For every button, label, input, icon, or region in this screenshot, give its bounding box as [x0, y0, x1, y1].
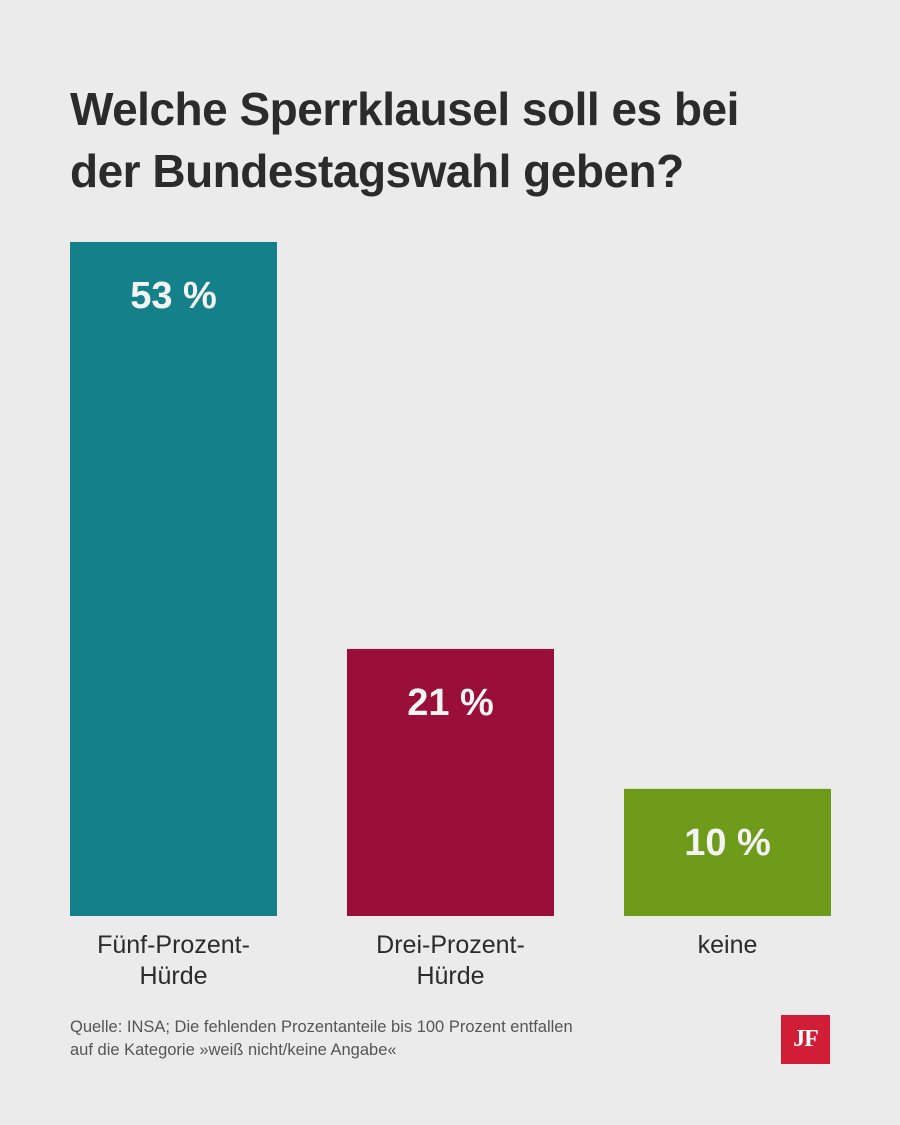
bar-value-label-1: 53 %	[130, 275, 217, 317]
bar-2	[347, 648, 554, 916]
footnote-line-1: Quelle: INSA; Die fehlenden Prozentantei…	[70, 1018, 573, 1036]
bar-value-label-3: 10 %	[684, 822, 771, 864]
category-label-3-line-1: keine	[698, 931, 758, 959]
category-label-1-line-2: Hürde	[139, 962, 207, 990]
logo-text: JF	[793, 1026, 819, 1052]
category-label-2-line-2: Hürde	[416, 962, 484, 990]
footnote-line-2: auf die Kategorie »weiß nicht/keine Anga…	[70, 1041, 397, 1059]
bar-1	[70, 242, 277, 916]
bar-3	[624, 788, 831, 916]
source-footnote: Quelle: INSA; Die fehlenden Prozentantei…	[70, 1016, 710, 1062]
bar-value-label-2: 21 %	[407, 682, 494, 724]
chart-title: Welche Sperrklausel soll es bei der Bund…	[70, 83, 739, 197]
category-label-2-line-1: Drei-Prozent-	[376, 931, 525, 959]
category-label-1-line-1: Fünf-Prozent-	[97, 931, 250, 959]
jf-logo: JF	[781, 1015, 830, 1064]
